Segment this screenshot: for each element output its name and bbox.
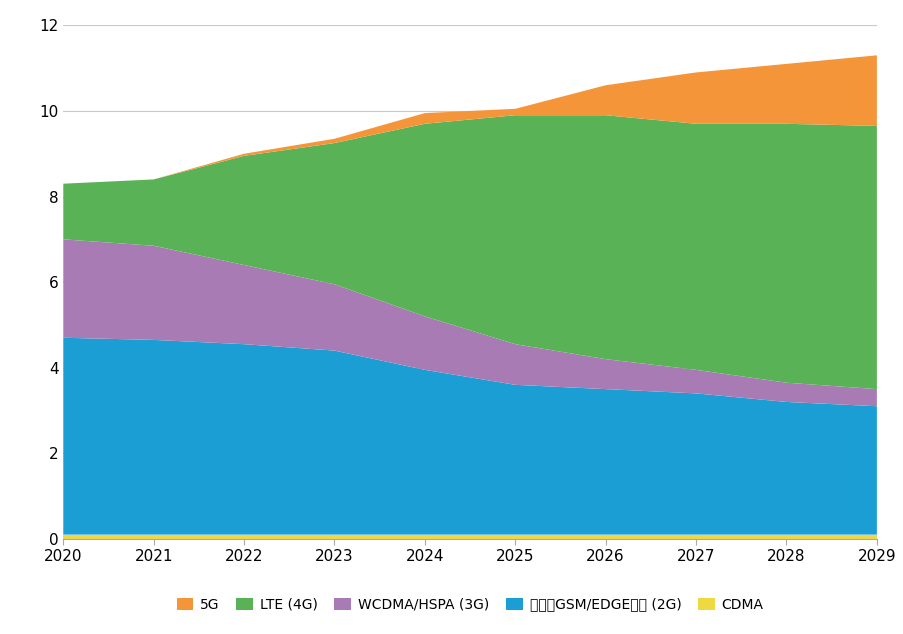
Legend: 5G, LTE (4G), WCDMA/HSPA (3G), 仅使用GSM/EDGE网络 (2G), CDMA: 5G, LTE (4G), WCDMA/HSPA (3G), 仅使用GSM/ED…: [171, 592, 768, 617]
